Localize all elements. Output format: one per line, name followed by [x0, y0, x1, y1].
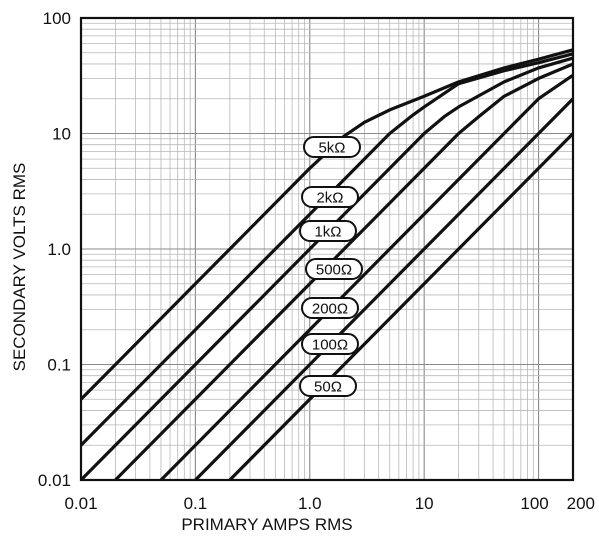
series-label-box [301, 297, 359, 319]
series-line [79, 52, 574, 447]
series-label: 5kΩ [303, 136, 361, 158]
series-label-box [301, 186, 359, 208]
series-label-text: 50Ω [314, 379, 342, 396]
series-label-text: 200Ω [312, 301, 348, 318]
x-tick-labels: 0.01 0.1 1.0 10 100 200 [64, 494, 595, 513]
series-label: 1kΩ [299, 220, 357, 242]
curve-labels: 5kΩ 2kΩ 1kΩ 500Ω 200Ω 100Ω 50Ω [299, 136, 363, 397]
series-line [159, 73, 574, 482]
x-tick-label: 1.0 [298, 494, 322, 513]
series-label-text: 100Ω [312, 337, 348, 354]
curves [79, 48, 575, 482]
series-label-text: 500Ω [316, 262, 352, 279]
series-line [79, 56, 574, 482]
series-label-text: 1kΩ [314, 224, 341, 241]
series-label-box [299, 375, 357, 397]
plot-frame [79, 16, 575, 482]
series-label: 100Ω [301, 333, 359, 355]
y-tick-labels: 0.01 0.1 1.0 10 100 [38, 9, 71, 490]
series-line [79, 48, 574, 401]
series-label: 200Ω [301, 297, 359, 319]
series-label-box [305, 258, 363, 280]
series-label-text: 5kΩ [318, 140, 345, 157]
grid [80, 18, 574, 481]
series-label-box [299, 220, 357, 242]
series-label: 50Ω [299, 375, 357, 397]
y-axis-title: SECONDARY VOLTS RMS [10, 163, 29, 372]
y-tick-label: 0.1 [47, 356, 71, 375]
y-tick-label: 0.01 [38, 471, 71, 490]
series-label-box [303, 136, 361, 158]
series-line [228, 132, 575, 482]
series-label: 500Ω [305, 258, 363, 280]
y-tick-label: 100 [43, 9, 71, 28]
x-axis-title: PRIMARY AMPS RMS [181, 515, 352, 534]
series-label: 2kΩ [301, 186, 359, 208]
x-tick-label: 10 [415, 494, 434, 513]
x-tick-label: 0.01 [64, 494, 97, 513]
y-tick-label: 1.0 [47, 240, 71, 259]
x-tick-label: 0.1 [184, 494, 208, 513]
y-tick-label: 10 [52, 125, 71, 144]
series-label-box [301, 333, 359, 355]
series-line [194, 97, 575, 482]
x-tick-label: 100 [520, 494, 548, 513]
series-line [114, 62, 574, 482]
x-tick-label: 200 [567, 494, 595, 513]
series-label-text: 2kΩ [316, 190, 343, 207]
